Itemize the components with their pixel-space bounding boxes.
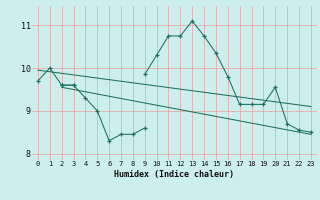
X-axis label: Humidex (Indice chaleur): Humidex (Indice chaleur): [115, 170, 234, 179]
